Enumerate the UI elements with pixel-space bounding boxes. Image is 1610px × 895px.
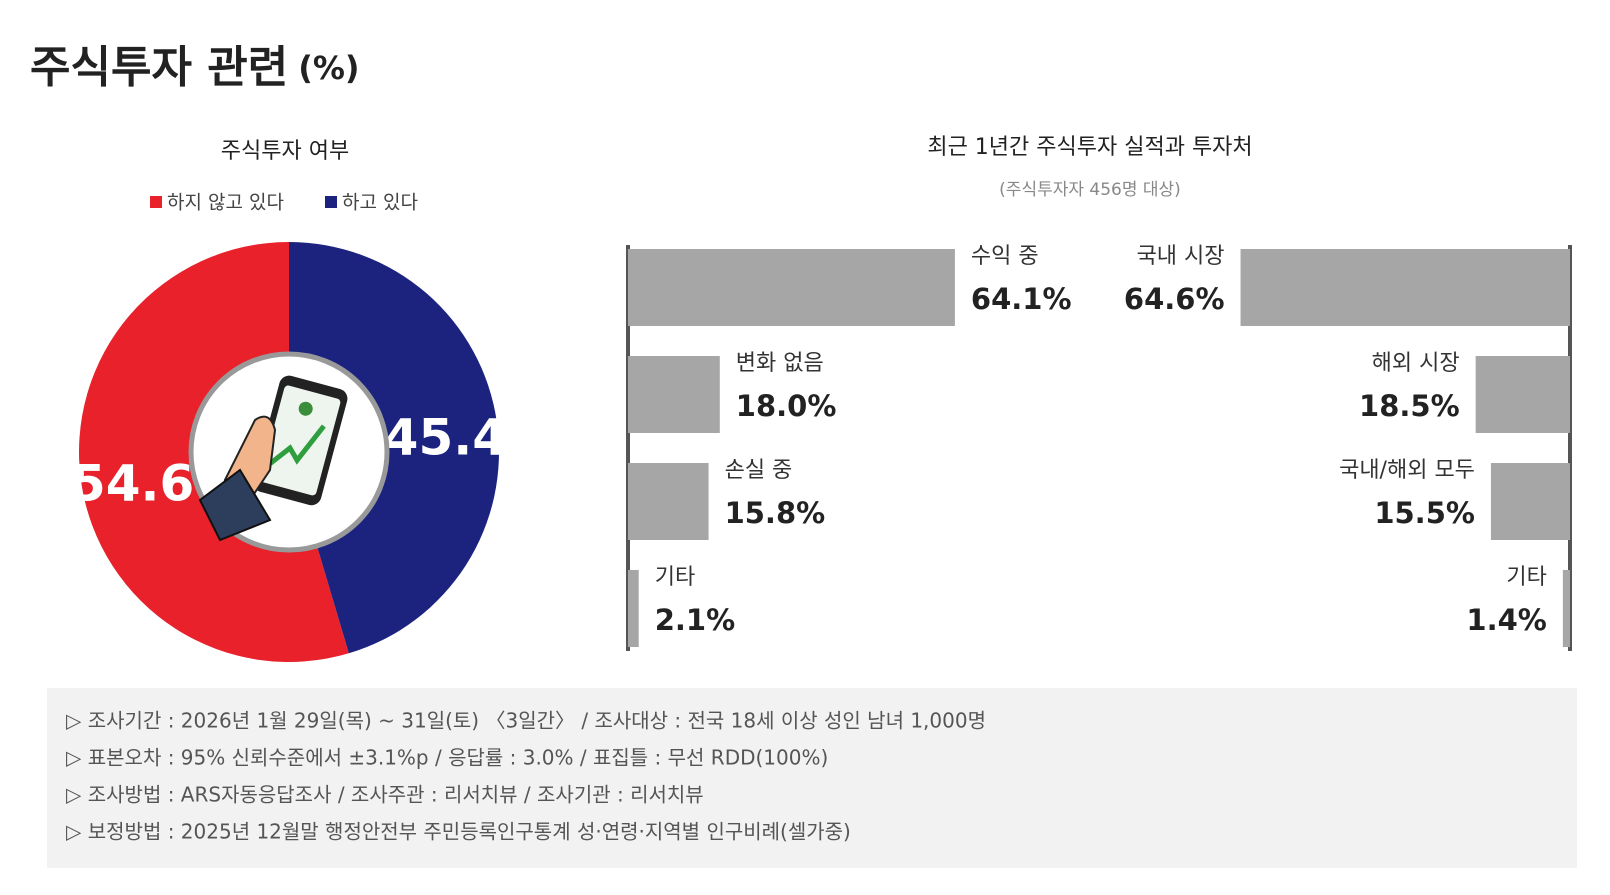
bar-category: 손실 중 xyxy=(725,458,793,483)
bar-value: 64.6% xyxy=(1124,282,1225,316)
donut-slice xyxy=(79,242,349,662)
notes-box xyxy=(47,688,1577,868)
notes: ▷ 조사기간 : 2026년 1월 29일(목) ~ 31일(토) 〈3일간〉 … xyxy=(66,709,986,844)
slice-label: 45.4 xyxy=(384,409,507,467)
bar-category: 수익 중 xyxy=(971,244,1039,269)
bar-value: 2.1% xyxy=(655,603,735,637)
bar-value: 15.8% xyxy=(725,496,826,530)
bar-category: 변화 없음 xyxy=(736,351,824,376)
bar-value: 64.1% xyxy=(971,282,1072,316)
legend-swatch xyxy=(150,196,162,208)
legend-label: 하고 있다 xyxy=(342,192,418,214)
bar-category: 기타 xyxy=(1506,565,1546,590)
bar-category: 해외 시장 xyxy=(1372,351,1460,376)
bar xyxy=(1562,570,1570,647)
phone-screen xyxy=(260,385,341,496)
center-icon xyxy=(188,351,390,553)
bar xyxy=(628,463,709,540)
donut-slice xyxy=(289,242,500,654)
page-title: 주식투자 관련 (%) xyxy=(30,42,360,93)
bar-value: 15.5% xyxy=(1374,496,1475,530)
bar xyxy=(1490,463,1570,540)
coin xyxy=(298,401,313,416)
bar-category: 국내 시장 xyxy=(1137,244,1225,269)
trend-arrow xyxy=(268,424,326,466)
title-unit: (%) xyxy=(298,49,359,87)
donut-chart: 하지 않고 있다 하고 있다 54.6 45.4 xyxy=(71,192,507,662)
bar xyxy=(1475,356,1570,433)
sleeve xyxy=(198,468,272,542)
donut-title: 주식투자 여부 xyxy=(221,139,349,164)
note-line: ▷ 조사방법 : ARS자동응답조사 / 조사주관 : 리서치뷰 / 조사기관 … xyxy=(66,783,704,807)
note-line: ▷ 표본오차 : 95% 신뢰수준에서 ±3.1%p / 응답률 : 3.0% … xyxy=(66,746,828,770)
note-line: ▷ 조사기간 : 2026년 1월 29일(목) ~ 31일(토) 〈3일간〉 … xyxy=(66,709,986,733)
title-text: 주식투자 관련 xyxy=(30,42,288,93)
note-line: ▷ 보정방법 : 2025년 12월말 행정안전부 주민등록인구통계 성·연령·… xyxy=(66,820,851,844)
bar xyxy=(1240,249,1570,326)
bar xyxy=(628,356,720,433)
bar-value: 18.5% xyxy=(1359,389,1460,423)
bar-title: 최근 1년간 주식투자 실적과 투자처 xyxy=(927,135,1252,160)
bar-chart: 수익 중 64.1% 변화 없음 18.0% 손실 중 15.8% 기타 2.1% 국내 시장 6… xyxy=(626,244,1572,651)
legend-label: 하지 않고 있다 xyxy=(167,192,284,214)
bar xyxy=(628,570,639,647)
bar-category: 기타 xyxy=(655,565,695,590)
bar xyxy=(628,249,955,326)
phone xyxy=(253,375,348,506)
bar-subtitle: (주식투자자 456명 대상) xyxy=(999,180,1181,200)
bar-value: 1.4% xyxy=(1466,603,1546,637)
bar-value: 18.0% xyxy=(736,389,837,423)
slice-label: 54.6 xyxy=(71,454,194,512)
legend-swatch xyxy=(325,196,337,208)
bar-category: 국내/해외 모두 xyxy=(1339,458,1475,483)
